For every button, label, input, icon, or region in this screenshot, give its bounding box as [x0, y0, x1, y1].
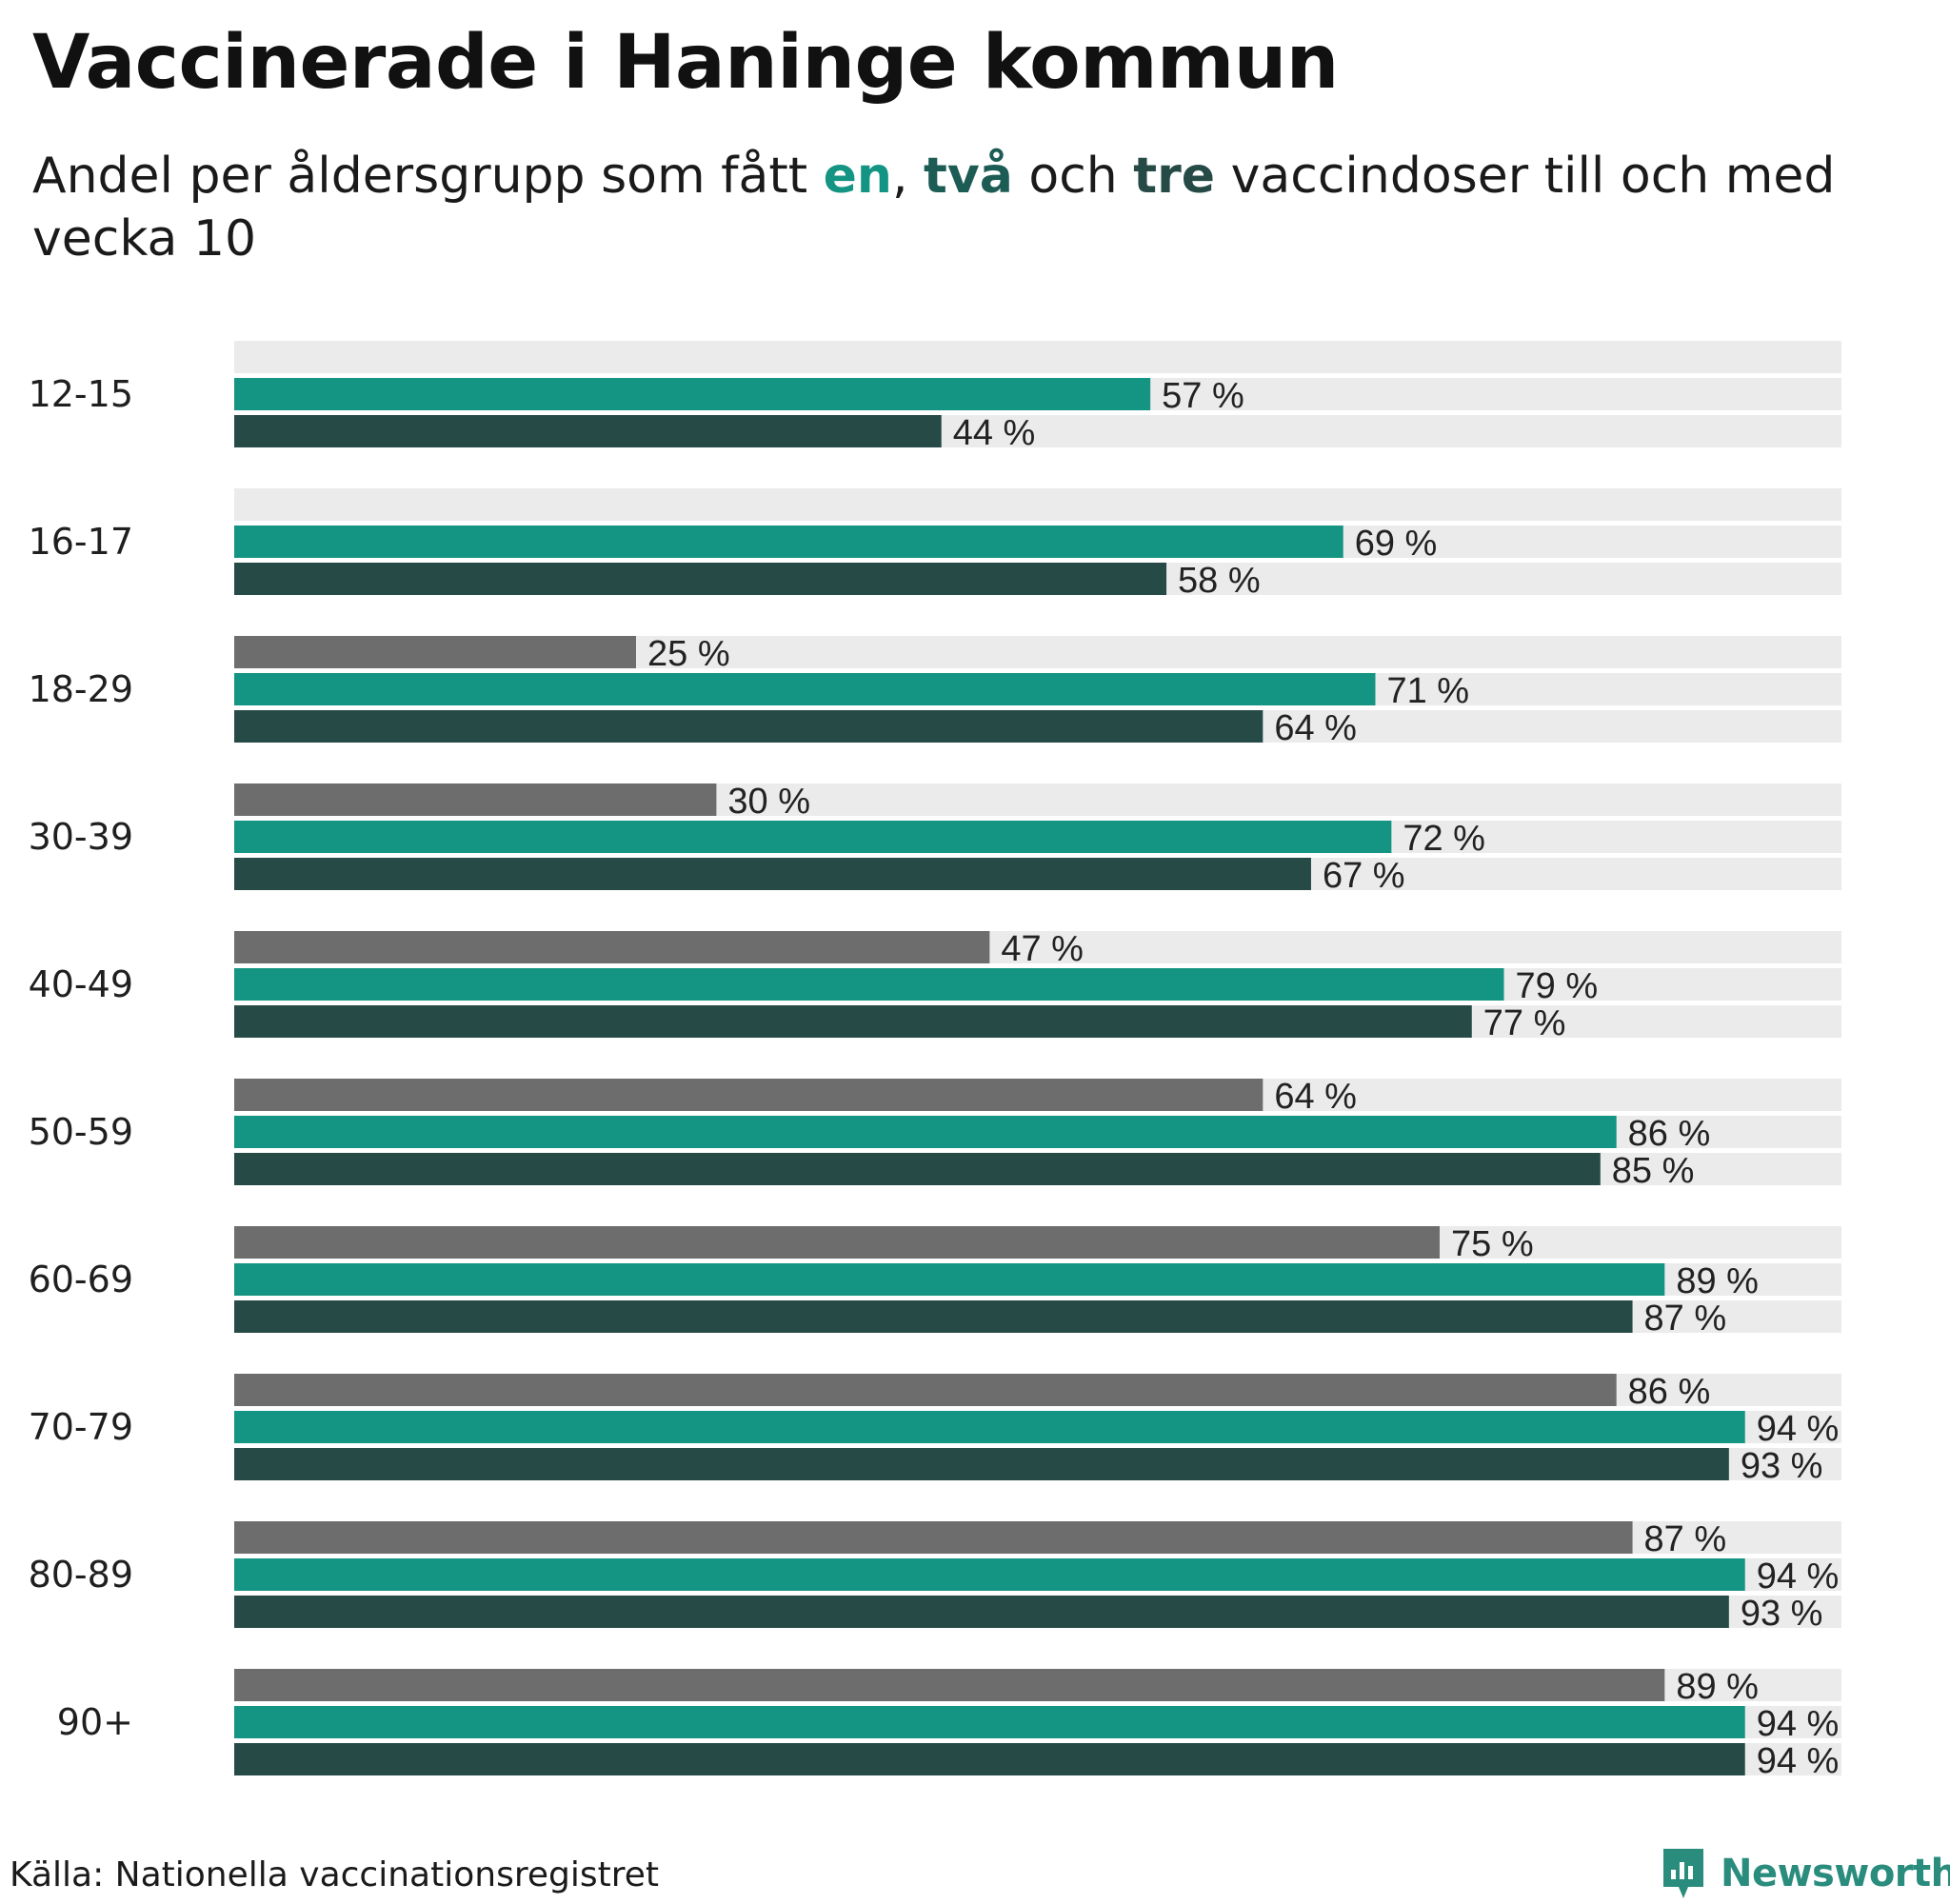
value-label-60-69-en: 89 % — [1676, 1261, 1759, 1301]
bar-16-17-tv- — [234, 563, 1167, 595]
value-label-50-59-tv-: 85 % — [1612, 1151, 1695, 1191]
bar-18-29-tre — [234, 636, 636, 668]
bar-90--tv- — [234, 1743, 1745, 1775]
value-label-18-29-tv-: 64 % — [1274, 708, 1357, 748]
bar-60-69-en — [234, 1263, 1665, 1296]
bar-80-89-en — [234, 1558, 1745, 1591]
value-label-60-69-tv-: 87 % — [1644, 1299, 1727, 1339]
bar-track-16-17-tre — [234, 488, 1841, 521]
value-label-12-15-en: 57 % — [1162, 376, 1244, 416]
bar-80-89-tre — [234, 1521, 1633, 1554]
value-label-70-79-tre: 86 % — [1628, 1372, 1711, 1412]
bar-40-49-tv- — [234, 1005, 1472, 1038]
bar-40-49-en — [234, 968, 1504, 1001]
value-label-50-59-en: 86 % — [1628, 1114, 1711, 1154]
newsworthy-logo-icon — [1663, 1849, 1703, 1898]
value-label-80-89-en: 94 % — [1757, 1557, 1840, 1597]
chart-title: Vaccinerade i Haninge kommun — [32, 20, 1339, 106]
brand-name: Newsworthy — [1721, 1852, 1950, 1895]
subtitle-en: en — [823, 148, 892, 205]
bar-chart: 12-15 57 % 44 % 16-17 69 % 58 % 18-29 25 % 71 % 6… — [29, 341, 1841, 1781]
value-label-40-49-tre: 47 % — [1001, 929, 1084, 969]
bar-30-39-tv- — [234, 858, 1311, 890]
bar-50-59-tre — [234, 1079, 1264, 1111]
bar-12-15-en — [234, 378, 1151, 410]
category-label-80-89: 80-89 — [29, 1554, 133, 1596]
value-label-90--en: 94 % — [1757, 1704, 1840, 1744]
category-label-70-79: 70-79 — [29, 1406, 133, 1448]
category-label-50-59: 50-59 — [29, 1111, 133, 1153]
bar-18-29-en — [234, 673, 1376, 705]
value-label-80-89-tv-: 93 % — [1741, 1594, 1823, 1634]
newsworthy-logo: Newsworthy — [1660, 1843, 1950, 1904]
category-label-12-15: 12-15 — [29, 373, 133, 415]
value-label-90--tre: 89 % — [1676, 1667, 1759, 1707]
category-label-40-49: 40-49 — [29, 963, 133, 1005]
subtitle-tre: tre — [1133, 148, 1216, 205]
category-label-30-39: 30-39 — [29, 816, 133, 858]
bar-30-39-en — [234, 821, 1392, 853]
bar-50-59-tv- — [234, 1153, 1601, 1185]
value-label-70-79-en: 94 % — [1757, 1409, 1840, 1449]
subtitle-suffix: vaccindoser till och med vecka 10 — [32, 148, 1836, 268]
value-label-16-17-tv-: 58 % — [1178, 561, 1261, 601]
value-label-80-89-tre: 87 % — [1644, 1519, 1727, 1559]
category-label-60-69: 60-69 — [29, 1259, 133, 1300]
value-label-70-79-tv-: 93 % — [1741, 1446, 1823, 1486]
value-label-12-15-tv-: 44 % — [953, 413, 1036, 453]
bar-16-17-en — [234, 526, 1343, 558]
category-label-90-: 90+ — [57, 1701, 133, 1743]
chart-subtitle: Andel per åldersgrupp som fått en, två o… — [32, 145, 1841, 270]
value-label-40-49-en: 79 % — [1516, 966, 1599, 1006]
bar-track-12-15-tre — [234, 341, 1841, 373]
bar-70-79-en — [234, 1411, 1745, 1443]
value-label-18-29-en: 71 % — [1386, 671, 1469, 711]
bar-50-59-en — [234, 1116, 1617, 1148]
bar-30-39-tre — [234, 783, 717, 816]
category-label-16-17: 16-17 — [29, 521, 133, 563]
value-label-90--tv-: 94 % — [1757, 1741, 1840, 1781]
bar-18-29-tv- — [234, 710, 1264, 743]
bar-70-79-tre — [234, 1374, 1617, 1406]
subtitle-och: och — [1012, 148, 1134, 205]
value-label-30-39-tre: 30 % — [727, 782, 810, 822]
bar-12-15-tv- — [234, 415, 942, 447]
subtitle-prefix: Andel per åldersgrupp som fått — [32, 148, 824, 205]
value-label-30-39-tv-: 67 % — [1323, 856, 1405, 896]
bar-90--en — [234, 1706, 1745, 1738]
bar-70-79-tv- — [234, 1448, 1729, 1480]
bar-60-69-tre — [234, 1226, 1440, 1259]
subtitle-sep: , — [891, 148, 925, 205]
bar-60-69-tv- — [234, 1300, 1633, 1333]
bar-80-89-tv- — [234, 1596, 1729, 1628]
value-label-50-59-tre: 64 % — [1274, 1077, 1357, 1117]
bar-40-49-tre — [234, 931, 990, 963]
bar-90--tre — [234, 1669, 1665, 1701]
value-label-30-39-en: 72 % — [1403, 819, 1485, 859]
value-label-60-69-tre: 75 % — [1451, 1224, 1534, 1264]
subtitle-tva: två — [924, 148, 1013, 205]
source-note: Källa: Nationella vaccinationsregistret — [10, 1855, 659, 1894]
value-label-16-17-en: 69 % — [1355, 524, 1438, 564]
category-label-18-29: 18-29 — [29, 668, 133, 710]
value-label-40-49-tv-: 77 % — [1483, 1003, 1566, 1043]
value-label-18-29-tre: 25 % — [647, 634, 730, 674]
